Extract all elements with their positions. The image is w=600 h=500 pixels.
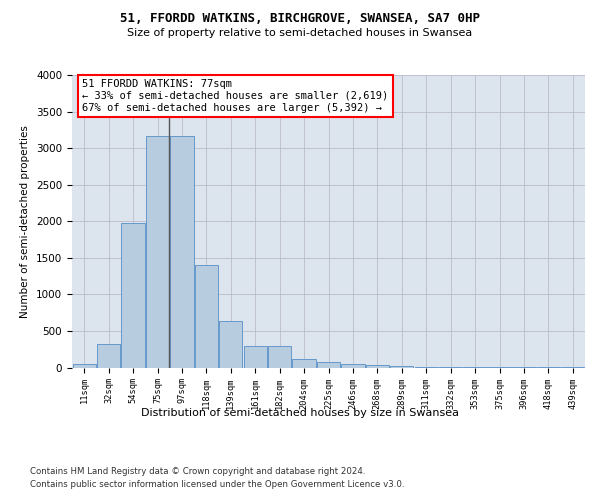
Bar xyxy=(121,222,145,368)
Y-axis label: Number of semi-detached properties: Number of semi-detached properties xyxy=(20,125,31,318)
Text: Distribution of semi-detached houses by size in Swansea: Distribution of semi-detached houses by … xyxy=(141,408,459,418)
Bar xyxy=(268,346,291,368)
Bar xyxy=(341,364,365,368)
Bar xyxy=(195,265,218,368)
Bar xyxy=(97,344,120,368)
Text: Contains HM Land Registry data © Crown copyright and database right 2024.: Contains HM Land Registry data © Crown c… xyxy=(30,468,365,476)
Bar xyxy=(73,364,96,368)
Text: 51 FFORDD WATKINS: 77sqm
← 33% of semi-detached houses are smaller (2,619)
67% o: 51 FFORDD WATKINS: 77sqm ← 33% of semi-d… xyxy=(82,80,389,112)
Bar xyxy=(244,346,267,368)
Bar xyxy=(219,320,242,368)
Text: 51, FFORDD WATKINS, BIRCHGROVE, SWANSEA, SA7 0HP: 51, FFORDD WATKINS, BIRCHGROVE, SWANSEA,… xyxy=(120,12,480,26)
Bar xyxy=(390,366,413,368)
Bar xyxy=(292,360,316,368)
Bar xyxy=(366,365,389,368)
Bar xyxy=(146,136,169,368)
Bar xyxy=(317,362,340,368)
Text: Size of property relative to semi-detached houses in Swansea: Size of property relative to semi-detach… xyxy=(127,28,473,38)
Bar xyxy=(170,136,194,368)
Text: Contains public sector information licensed under the Open Government Licence v3: Contains public sector information licen… xyxy=(30,480,404,489)
